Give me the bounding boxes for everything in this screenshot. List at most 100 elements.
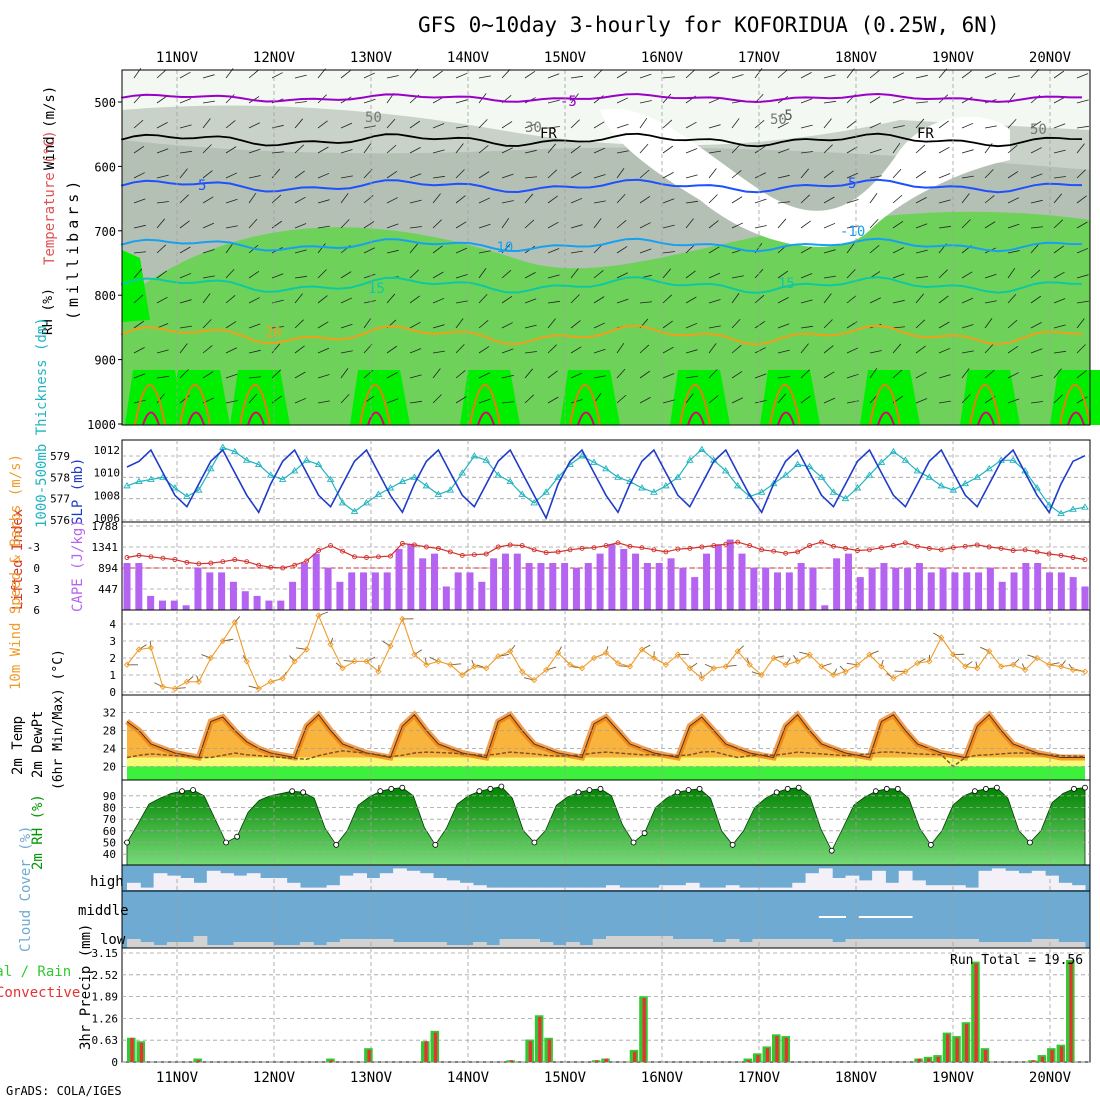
cape-bar	[1022, 563, 1030, 610]
wind10m-barb	[1021, 663, 1026, 671]
cloud-high-bar	[898, 870, 913, 890]
wind-barb	[478, 398, 491, 404]
precip-conv-bar	[633, 1051, 637, 1062]
cloud-high-bar	[712, 887, 727, 890]
wind-barb	[133, 294, 144, 304]
wind-barb	[639, 370, 651, 379]
cape-bar	[561, 563, 569, 610]
wind-barb	[593, 322, 606, 329]
li-point	[208, 560, 214, 566]
thickness-point	[242, 456, 251, 463]
cloud-high-bar	[699, 887, 713, 890]
wind-barb	[1007, 345, 1019, 354]
wind-barb	[616, 71, 628, 79]
wind-barb	[202, 170, 213, 179]
cloud-low-bar	[645, 936, 660, 948]
wind-barb	[386, 75, 399, 79]
li-point	[986, 544, 992, 550]
wind-barb	[731, 196, 743, 204]
contour-25-spike	[239, 384, 271, 426]
wind-barb	[340, 393, 350, 404]
wind10m-point	[866, 651, 873, 658]
rh-bright-column	[670, 370, 730, 425]
wind-barb	[1030, 199, 1043, 204]
wind-barb	[777, 349, 790, 354]
wind-barb	[225, 400, 238, 404]
wind-barb	[547, 248, 560, 254]
wind-barb	[179, 71, 191, 79]
wind-barb	[524, 70, 536, 79]
cloud-low-bar	[619, 936, 634, 948]
wind-barb	[639, 169, 650, 179]
contour-30-spike	[1067, 411, 1085, 426]
wind-barb	[708, 168, 717, 179]
li-point	[411, 542, 417, 548]
precip-tick: 0	[111, 1056, 118, 1069]
cloud-high-bar	[499, 887, 514, 890]
wind-barb	[915, 144, 926, 154]
li-point	[148, 554, 154, 560]
wind-barb	[156, 174, 169, 179]
wind10m-point	[303, 646, 310, 653]
wind-barb	[225, 225, 238, 229]
wind-barb	[363, 143, 372, 154]
cape-bar	[383, 572, 391, 610]
precip-conv-bar	[424, 1041, 428, 1062]
cloud-high-bar	[406, 870, 421, 890]
wind10m-point	[950, 651, 957, 658]
wind-barb	[938, 173, 951, 179]
cloud-high-bar	[566, 887, 580, 890]
wind-barb	[846, 199, 859, 204]
wind-barb	[961, 70, 972, 79]
cape-bar	[608, 544, 616, 610]
wind-barb	[1007, 319, 1018, 329]
wind-barb	[570, 294, 580, 304]
wind-barb	[317, 295, 328, 304]
wind-barb	[915, 345, 926, 354]
wind-barb	[156, 349, 169, 354]
precip-conv-bar	[528, 1041, 533, 1062]
li-point	[256, 562, 262, 568]
wind10m-point	[878, 663, 885, 670]
wind-barb	[547, 318, 556, 329]
cape-bar	[596, 553, 604, 610]
wind-barb	[823, 222, 836, 229]
wind-barb	[1030, 68, 1040, 79]
date-label-bottom: 13NOV	[350, 1070, 393, 1086]
wind-barb	[823, 249, 836, 254]
cloud-high-bar	[885, 882, 900, 890]
wind-barb	[593, 121, 605, 129]
cape-bar	[939, 567, 947, 610]
cloud-low-bar	[233, 942, 248, 948]
li-point	[220, 559, 226, 565]
wind-barb	[892, 343, 902, 354]
precip-conv-bar	[1031, 1060, 1035, 1062]
wind-barb	[892, 125, 905, 129]
wind-barb	[294, 118, 304, 129]
wind-barb	[340, 271, 352, 279]
wind-barb	[869, 244, 880, 254]
cloud-high-bar	[379, 873, 394, 890]
cloud-high-bar	[805, 873, 820, 890]
cloud-high-bar	[486, 887, 501, 890]
rh2m-point	[696, 785, 703, 792]
wind-barb	[478, 268, 487, 279]
cloud-low-bar	[273, 945, 288, 948]
cape-bar	[667, 558, 675, 610]
contour-30-spike	[687, 411, 705, 426]
cape-bar	[856, 577, 864, 610]
cape-tick: 1788	[92, 520, 119, 533]
wind-barb	[455, 125, 468, 129]
contour-30-spike	[777, 411, 795, 426]
wind10m-point	[998, 663, 1005, 670]
cape-bar	[927, 572, 935, 610]
rh2m-label: 2m RH (%)	[30, 794, 46, 870]
cloud-low-bar	[872, 939, 886, 948]
wind-barb	[524, 368, 534, 379]
wind-barb	[294, 397, 307, 404]
cloud-low-bar	[712, 942, 727, 948]
wind-barb	[409, 226, 422, 229]
bottom-date-axis: 11NOV 12NOV 13NOV 14NOV 15NOV 16NOV 17NOV 18NOV…	[156, 1070, 1072, 1086]
wind-barb	[892, 168, 902, 179]
precip-conv-bar	[946, 1034, 950, 1062]
